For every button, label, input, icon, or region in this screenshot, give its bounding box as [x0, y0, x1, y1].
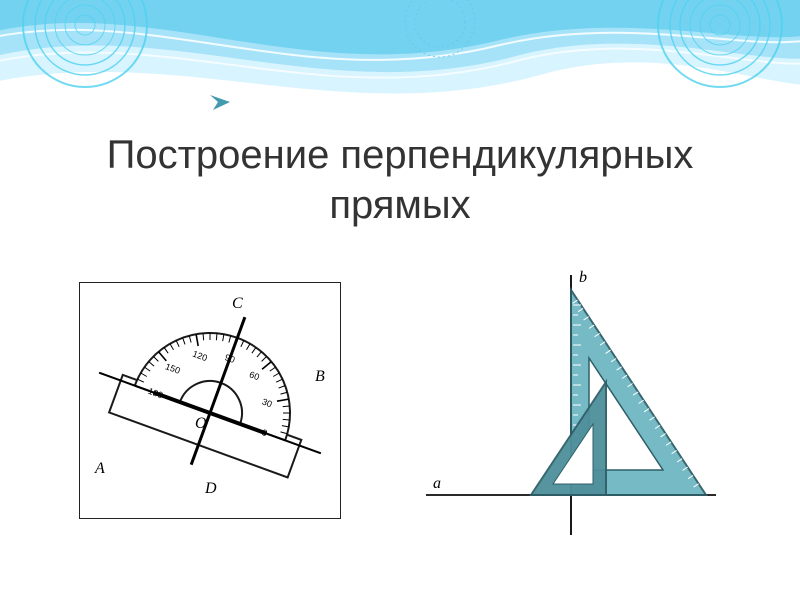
- title-line-1: Построение перпендикулярных: [0, 130, 800, 180]
- label-a: a: [433, 475, 441, 492]
- label-B: B: [315, 368, 325, 385]
- protractor-diagram: 0306090120150180 A B C D O: [79, 282, 341, 519]
- banner-svg: [0, 0, 800, 115]
- diagram-row: 0306090120150180 A B C D O: [0, 260, 800, 540]
- slide-title: Построение перпендикулярных прямых: [0, 130, 800, 230]
- protractor-svg: 0306090120150180 A B C D O: [80, 283, 340, 518]
- label-b: b: [579, 269, 587, 286]
- title-line-2: прямых: [0, 180, 800, 230]
- setsquare-diagram: a b: [421, 260, 721, 540]
- label-A: A: [94, 460, 105, 477]
- label-D: D: [204, 480, 217, 497]
- decorative-banner: [0, 0, 800, 115]
- setsquare-svg: a b: [421, 260, 721, 540]
- label-O: O: [195, 415, 207, 432]
- label-C: C: [232, 295, 243, 312]
